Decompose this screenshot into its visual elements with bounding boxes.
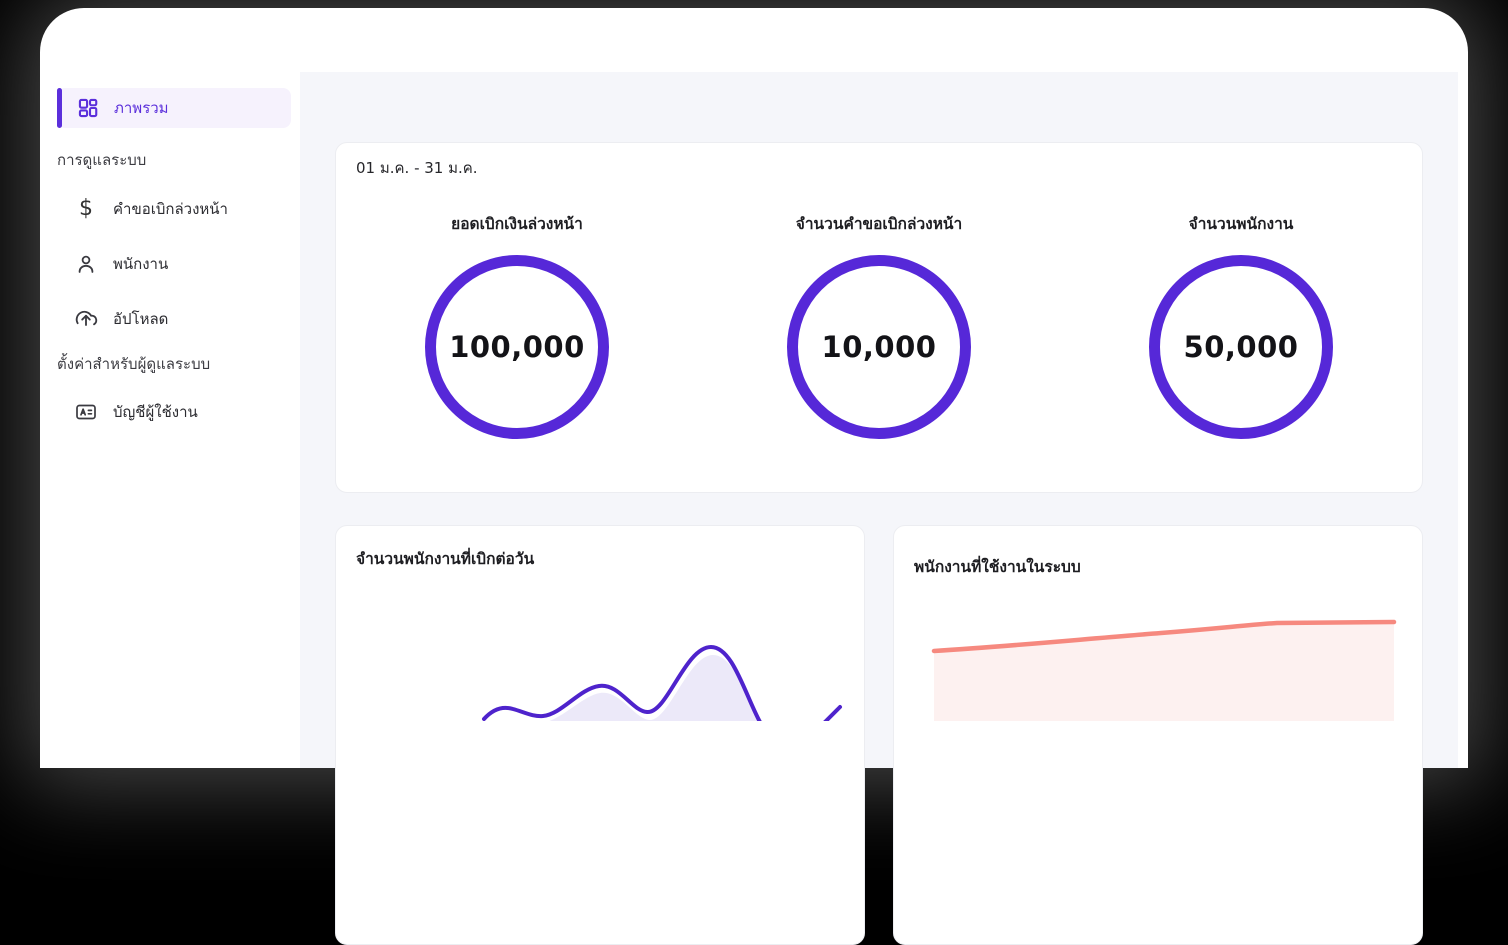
line-series-tail <box>823 705 842 721</box>
sidebar-item-label: พนักงาน <box>113 255 169 273</box>
stat-ring: 10,000 <box>787 255 971 439</box>
stats-row: ยอดเบิกเงินล่วงหน้า 100,000 จำนวนคำขอเบิ… <box>336 211 1422 439</box>
sidebar-item-label: ภาพรวม <box>114 99 169 117</box>
sidebar-section-admin-settings: ตั้งค่าสำหรับผู้ดูแลระบบ <box>57 355 211 373</box>
upload-cloud-icon <box>73 306 99 332</box>
stat-value: 10,000 <box>821 330 937 364</box>
sidebar-section-admin: การดูแลระบบ <box>57 151 147 169</box>
id-card-icon <box>73 399 99 425</box>
stat-ring: 50,000 <box>1149 255 1333 439</box>
daily-withdrawals-area-chart <box>482 644 842 721</box>
stat-label: ยอดเบิกเงินล่วงหน้า <box>451 215 583 233</box>
sidebar-item-user-accounts[interactable]: บัญชีผู้ใช้งาน <box>57 396 291 428</box>
line-series <box>931 619 1397 654</box>
chart-title: พนักงานที่ใช้งานในระบบ <box>914 558 1081 576</box>
stat-label: จำนวนคำขอเบิกล่วงหน้า <box>795 215 963 233</box>
dashboard-icon <box>76 96 100 120</box>
chart-title: จำนวนพนักงานที่เบิกต่อวัน <box>356 550 535 568</box>
sidebar-item-employees[interactable]: พนักงาน <box>57 248 291 280</box>
date-range-label: 01 ม.ค. - 31 ม.ค. <box>356 159 478 177</box>
person-icon <box>73 251 99 277</box>
main-content: 01 ม.ค. - 31 ม.ค. ยอดเบิกเงินล่วงหน้า 10… <box>300 72 1458 945</box>
line-series <box>482 644 762 721</box>
dollar-icon: $ <box>79 196 93 221</box>
area-fill <box>549 655 763 721</box>
chart-card-active-employees: พนักงานที่ใช้งานในระบบ <box>893 525 1423 945</box>
sidebar-item-label: คำขอเบิกล่วงหน้า <box>113 200 228 218</box>
overview-stats-card: 01 ม.ค. - 31 ม.ค. ยอดเบิกเงินล่วงหน้า 10… <box>335 142 1423 493</box>
stat-value: 100,000 <box>449 330 585 364</box>
stat-request-count: จำนวนคำขอเบิกล่วงหน้า 10,000 <box>698 211 1060 439</box>
app-window: ภาพรวม การดูแลระบบ $ คำขอเบิกล่วงหน้า พน… <box>40 8 1468 945</box>
stat-advance-total: ยอดเบิกเงินล่วงหน้า 100,000 <box>336 211 698 439</box>
stat-value: 50,000 <box>1183 330 1299 364</box>
sidebar-item-overview[interactable]: ภาพรวม <box>57 88 291 128</box>
sidebar: ภาพรวม การดูแลระบบ $ คำขอเบิกล่วงหน้า พน… <box>40 8 300 768</box>
stat-ring: 100,000 <box>425 255 609 439</box>
stat-label: จำนวนพนักงาน <box>1188 215 1294 233</box>
sidebar-item-upload[interactable]: อัปโหลด <box>57 303 291 335</box>
stat-employee-count: จำนวนพนักงาน 50,000 <box>1060 211 1422 439</box>
sidebar-item-advance-requests[interactable]: $ คำขอเบิกล่วงหน้า <box>57 193 291 225</box>
sidebar-item-label: บัญชีผู้ใช้งาน <box>113 403 198 421</box>
active-employees-area-chart <box>931 619 1397 721</box>
area-fill <box>934 622 1394 721</box>
sidebar-item-label: อัปโหลด <box>113 310 169 328</box>
chart-card-daily-withdrawals: จำนวนพนักงานที่เบิกต่อวัน <box>335 525 865 945</box>
active-indicator-bar <box>57 88 62 128</box>
